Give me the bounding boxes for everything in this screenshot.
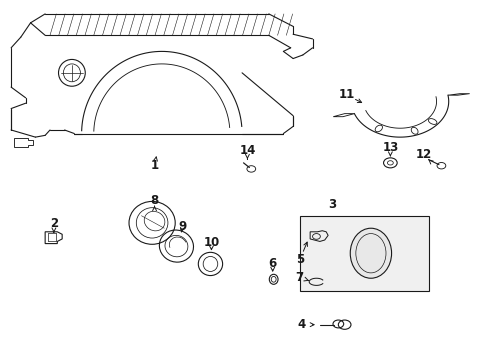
- Text: 10: 10: [203, 236, 219, 249]
- Text: 4: 4: [297, 318, 305, 331]
- Text: 12: 12: [414, 148, 431, 162]
- Bar: [300, 216, 428, 291]
- Text: 2: 2: [50, 217, 58, 230]
- Text: 3: 3: [327, 198, 335, 211]
- Text: 6: 6: [268, 257, 276, 270]
- Text: 1: 1: [150, 159, 158, 172]
- Ellipse shape: [349, 228, 391, 278]
- Text: 14: 14: [239, 144, 255, 157]
- Text: 8: 8: [150, 194, 158, 207]
- Text: 7: 7: [294, 271, 303, 284]
- Text: 13: 13: [382, 141, 398, 154]
- Text: 5: 5: [295, 253, 304, 266]
- Text: 9: 9: [178, 220, 186, 233]
- Text: 11: 11: [338, 89, 354, 102]
